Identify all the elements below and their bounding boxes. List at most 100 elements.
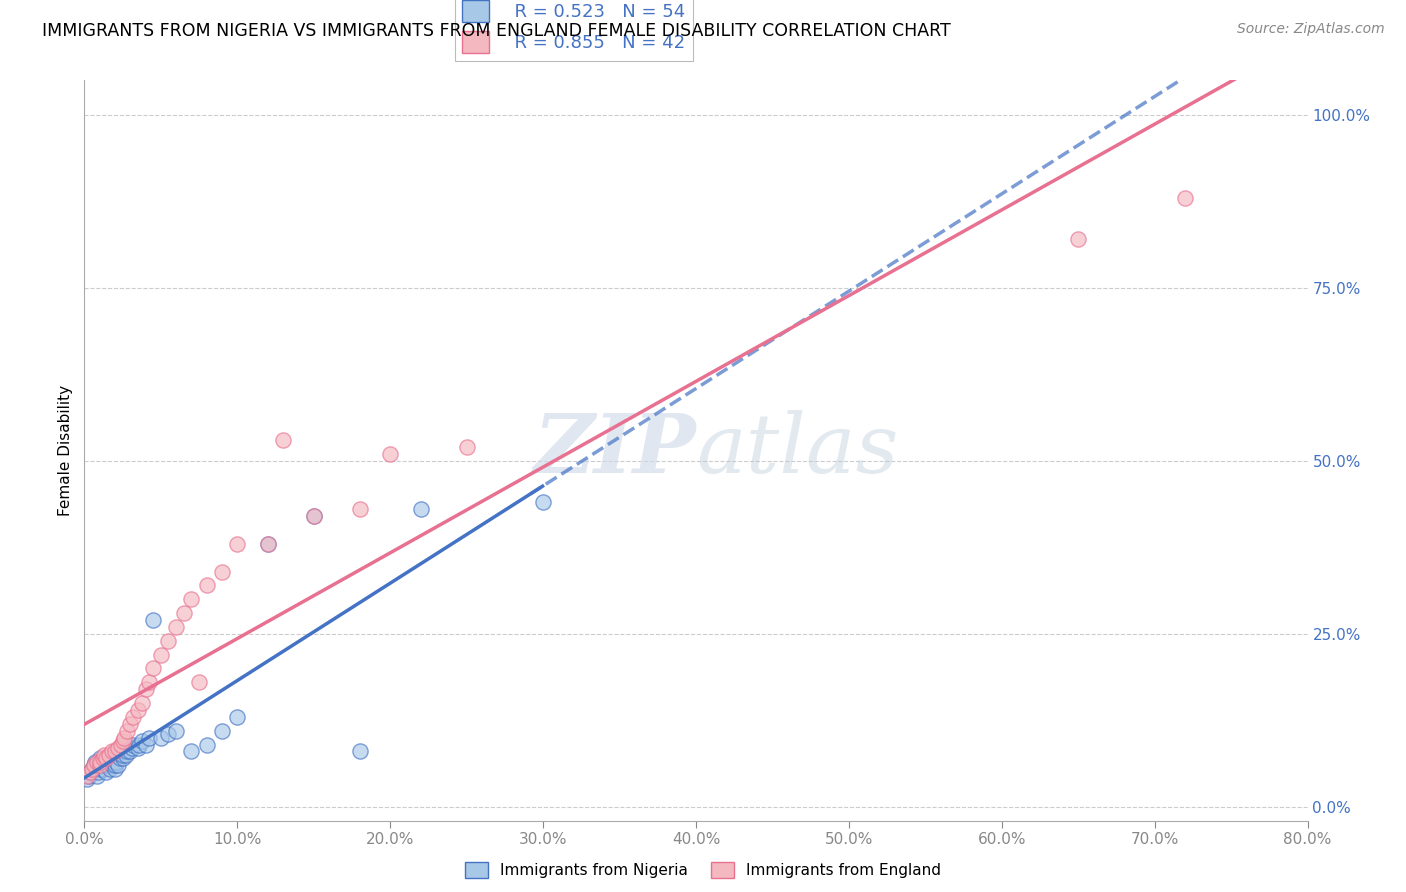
Point: [91, 762, 114, 776]
Point: [122, 710, 145, 724]
Legend:   R = 0.523   N = 54,   R = 0.855   N = 42: R = 0.523 N = 54, R = 0.855 N = 42: [454, 0, 693, 61]
Point: [131, 696, 153, 710]
Point: [127, 741, 149, 756]
Point: [1174, 191, 1197, 205]
Point: [195, 578, 218, 592]
Point: [131, 734, 153, 748]
Point: [111, 751, 134, 765]
Text: atlas: atlas: [696, 410, 898, 491]
Point: [122, 738, 145, 752]
Point: [120, 744, 142, 758]
Point: [89, 755, 111, 769]
Point: [121, 741, 143, 756]
Point: [79, 765, 101, 780]
Point: [112, 744, 135, 758]
Point: [76, 772, 98, 786]
Point: [89, 758, 111, 772]
Point: [104, 744, 127, 758]
Text: IMMIGRANTS FROM NIGERIA VS IMMIGRANTS FROM ENGLAND FEMALE DISABILITY CORRELATION: IMMIGRANTS FROM NIGERIA VS IMMIGRANTS FR…: [42, 22, 950, 40]
Point: [302, 509, 325, 524]
Legend: Immigrants from Nigeria, Immigrants from England: Immigrants from Nigeria, Immigrants from…: [458, 856, 948, 884]
Point: [120, 716, 142, 731]
Point: [456, 440, 478, 454]
Point: [128, 738, 150, 752]
Point: [93, 755, 115, 769]
Point: [89, 751, 111, 765]
Point: [101, 758, 124, 772]
Point: [83, 758, 105, 772]
Point: [94, 751, 117, 765]
Point: [142, 661, 165, 675]
Point: [86, 755, 108, 769]
Point: [138, 675, 160, 690]
Point: [77, 769, 100, 783]
Point: [87, 765, 110, 780]
Point: [127, 703, 149, 717]
Point: [97, 751, 120, 765]
Point: [94, 765, 117, 780]
Point: [349, 744, 371, 758]
Point: [115, 744, 138, 758]
Point: [115, 723, 138, 738]
Point: [1067, 232, 1090, 246]
Point: [104, 758, 127, 772]
Point: [76, 769, 98, 783]
Point: [79, 765, 101, 780]
Point: [105, 755, 128, 769]
Point: [89, 755, 111, 769]
Point: [211, 723, 233, 738]
Point: [108, 751, 131, 765]
Point: [110, 747, 132, 762]
Point: [97, 747, 120, 762]
Point: [103, 755, 125, 769]
Point: [226, 710, 249, 724]
Point: [111, 734, 134, 748]
Point: [83, 758, 105, 772]
Point: [86, 769, 108, 783]
Point: [149, 731, 172, 745]
Point: [531, 495, 554, 509]
Point: [114, 747, 136, 762]
Point: [110, 738, 132, 752]
Text: Source: ZipAtlas.com: Source: ZipAtlas.com: [1237, 22, 1385, 37]
Point: [112, 731, 135, 745]
Point: [165, 723, 187, 738]
Point: [149, 648, 172, 662]
Point: [91, 758, 114, 772]
Point: [380, 447, 402, 461]
Point: [271, 433, 294, 447]
Point: [107, 758, 129, 772]
Point: [96, 758, 118, 772]
Point: [98, 762, 121, 776]
Point: [107, 741, 129, 756]
Point: [80, 762, 103, 776]
Point: [93, 747, 115, 762]
Point: [211, 565, 233, 579]
Point: [173, 606, 195, 620]
Point: [89, 762, 111, 776]
Point: [91, 751, 114, 765]
Point: [349, 502, 371, 516]
Point: [142, 613, 165, 627]
Point: [101, 744, 124, 758]
Point: [195, 738, 218, 752]
Point: [84, 755, 107, 769]
Point: [257, 537, 280, 551]
Point: [104, 762, 127, 776]
Point: [409, 502, 432, 516]
Point: [157, 727, 180, 741]
Point: [135, 682, 157, 697]
Point: [96, 755, 118, 769]
Point: [302, 509, 325, 524]
Point: [89, 758, 111, 772]
Point: [257, 537, 280, 551]
Point: [138, 731, 160, 745]
Point: [135, 738, 157, 752]
Point: [226, 537, 249, 551]
Point: [80, 762, 103, 776]
Point: [180, 592, 202, 607]
Y-axis label: Female Disability: Female Disability: [58, 384, 73, 516]
Text: ZIP: ZIP: [533, 410, 696, 491]
Point: [111, 747, 134, 762]
Point: [157, 633, 180, 648]
